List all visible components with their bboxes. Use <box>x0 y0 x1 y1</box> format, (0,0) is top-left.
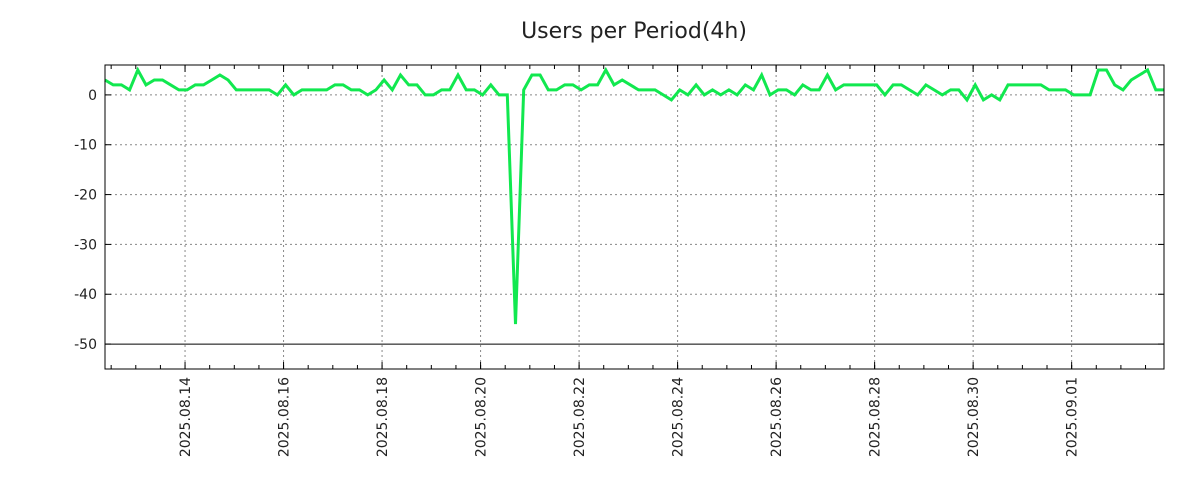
x-tick-label: 2025.09.01 <box>1065 377 1081 457</box>
y-tick-label: -20 <box>74 188 97 204</box>
y-axis-labels: 0 -10 -20 -30 -40 -50 <box>74 88 97 353</box>
y-tick-label: -10 <box>74 138 97 154</box>
x-tick-label: 2025.08.14 <box>178 377 194 457</box>
axis-ticks <box>105 65 1164 369</box>
x-tick-label: 2025.08.26 <box>769 377 785 457</box>
x-tick-label: 2025.08.22 <box>572 377 588 457</box>
y-tick-label: 0 <box>88 88 97 104</box>
x-axis-labels: 2025.08.14 2025.08.16 2025.08.18 2025.08.20… <box>178 377 1081 457</box>
x-tick-label: 2025.08.30 <box>966 377 982 457</box>
y-tick-label: -50 <box>74 337 97 353</box>
x-tick-label: 2025.08.16 <box>277 377 293 457</box>
x-tick-label: 2025.08.18 <box>375 377 391 457</box>
x-tick-label: 2025.08.28 <box>868 377 884 457</box>
x-tick-label: 2025.08.24 <box>671 377 687 457</box>
y-tick-label: -30 <box>74 237 97 253</box>
y-tick-label: -40 <box>74 287 97 303</box>
chart-title: Users per Period(4h) <box>521 19 747 44</box>
plot-frame <box>104 64 1165 370</box>
x-tick-label: 2025.08.20 <box>474 377 490 457</box>
series-line-users <box>104 66 1164 325</box>
grid <box>105 65 1164 369</box>
